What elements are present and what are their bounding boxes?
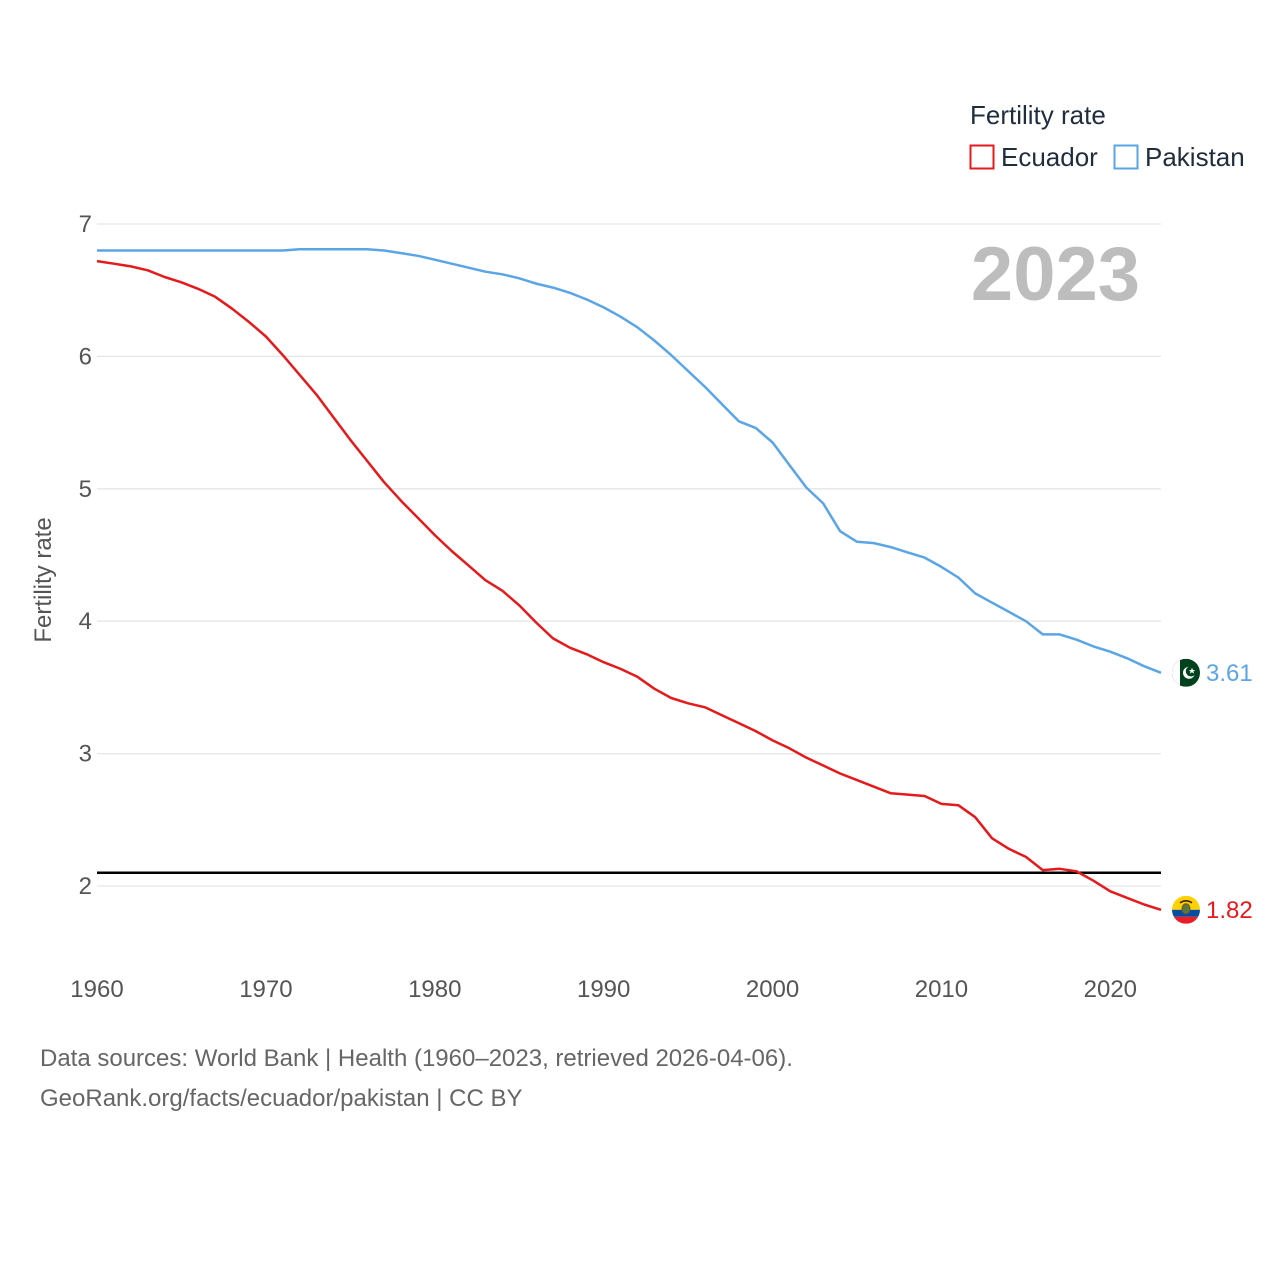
legend-swatch-ecuador (969, 144, 995, 170)
legend-swatch-pakistan (1113, 144, 1139, 170)
year-label: 2023 (971, 232, 1140, 317)
y-tick-label: 4 (79, 608, 92, 635)
legend-item-pakistan[interactable]: Pakistan (1113, 142, 1245, 172)
ecuador-flag-icon (1172, 895, 1200, 924)
series-lines (96, 247, 1162, 911)
legend-label-pakistan: Pakistan (1145, 142, 1245, 172)
legend: Fertility rate Ecuador Pakistan (969, 100, 1245, 172)
legend-title: Fertility rate (970, 100, 1106, 130)
end-value-ecuador: 1.82 (1206, 897, 1253, 924)
gridlines (97, 223, 1161, 887)
legend-item-ecuador[interactable]: Ecuador (969, 142, 1099, 172)
series-line-ecuador (96, 259, 1162, 911)
pakistan-flag-icon (1172, 658, 1200, 687)
y-axis-ticks: 2 3 4 5 6 7 (79, 211, 92, 900)
fertility-rate-chart: 2 3 4 5 6 7 1960 1970 1980 1990 2000 2010 2020 Fert… (30, 100, 1253, 1003)
y-tick-label: 7 (79, 211, 92, 238)
x-tick-label: 1970 (239, 976, 292, 1003)
data-source-note: Data sources: World Bank | Health (1960–… (40, 1045, 793, 1072)
x-tick-label: 2010 (915, 976, 968, 1003)
attribution-link[interactable]: GeoRank.org/facts/ecuador/pakistan | CC … (40, 1085, 523, 1112)
y-tick-label: 5 (79, 476, 92, 503)
x-tick-label: 1960 (70, 976, 123, 1003)
series-line-pakistan (97, 247, 1162, 674)
y-tick-label: 3 (79, 741, 92, 768)
x-tick-label: 2000 (746, 976, 799, 1003)
x-tick-label: 1990 (577, 976, 630, 1003)
x-axis-ticks: 1960 1970 1980 1990 2000 2010 2020 (70, 976, 1137, 1003)
y-axis-title: Fertility rate (30, 517, 57, 642)
legend-label-ecuador: Ecuador (1001, 142, 1098, 172)
x-tick-label: 2020 (1084, 976, 1137, 1003)
y-tick-label: 6 (79, 343, 92, 370)
y-tick-label: 2 (79, 873, 92, 900)
x-tick-label: 1980 (408, 976, 461, 1003)
end-value-pakistan: 3.61 (1206, 660, 1253, 687)
